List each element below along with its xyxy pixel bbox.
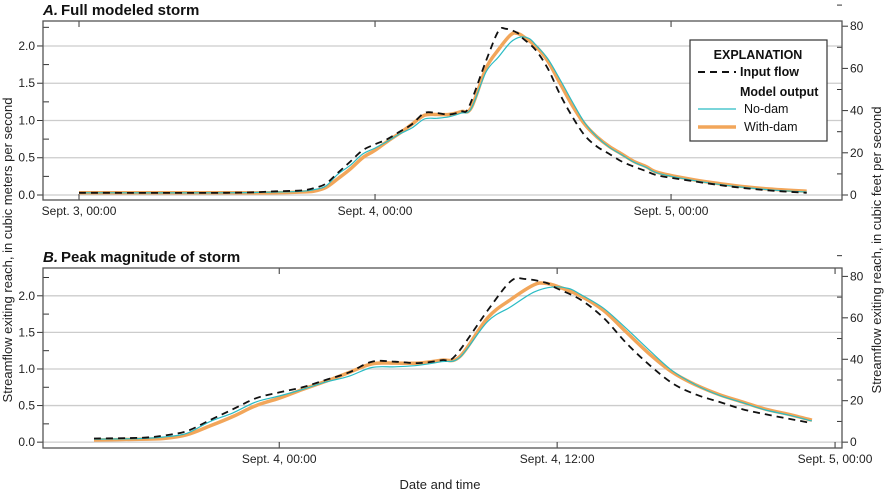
series-line-nodam [78, 36, 807, 194]
x-tick-label: Sept. 5, 00:00 [634, 204, 709, 218]
legend-group-label: Model output [740, 85, 819, 99]
legend-title: EXPLANATION [714, 48, 803, 62]
panel-letter: A. [42, 2, 58, 19]
y-tick-label: 0.0 [18, 188, 35, 202]
panel-title: B. Peak magnitude of storm [43, 249, 240, 266]
panel-b: B. Peak magnitude of storm 0.0 0.5 1.0 1.5 2.0… [18, 249, 872, 466]
x-tick-label: Sept. 4, 12:00 [520, 452, 595, 466]
x-tick-label: Sept. 4, 00:00 [242, 452, 317, 466]
y-tick-label: 2.0 [18, 289, 35, 303]
panel-title: A. Full modeled storm [42, 2, 199, 19]
plot-frame [42, 20, 843, 201]
panel-title-text: Peak magnitude of storm [61, 249, 240, 266]
y-axis-label-left: Streamflow exiting reach, in cubic meter… [0, 98, 15, 403]
y-tick-label: 1.5 [18, 76, 35, 90]
x-tick-label: Sept. 3, 00:00 [42, 204, 117, 218]
legend-input-label: Input flow [740, 65, 799, 79]
y-right-tick-label: 80 [850, 269, 864, 283]
plot-frame [42, 267, 843, 449]
legend: EXPLANATION Input flow Model output No-d… [689, 39, 828, 142]
y-tick-label: 0.5 [18, 399, 35, 413]
y-tick-label: 1.0 [18, 113, 35, 127]
x-axis-label: Date and time [400, 477, 481, 492]
x-tick-label: Sept. 4, 00:00 [338, 204, 413, 218]
y-tick-label: 1.0 [18, 362, 35, 376]
x-tick-label: Sept. 5, 00:00 [798, 452, 873, 466]
panel-letter: B. [43, 249, 58, 266]
series-line-nodam [93, 286, 813, 440]
y-right-tick-label: 0 [850, 435, 857, 449]
y-tick-label: 0.5 [18, 151, 35, 165]
y-tick-label: 0.0 [18, 435, 35, 449]
y-tick-label: 1.5 [18, 325, 35, 339]
y-right-tick-label: 80 [850, 19, 864, 33]
y-right-tick-label: 20 [850, 146, 864, 160]
y-right-tick-label: 20 [850, 394, 864, 408]
legend-nodam-label: No-dam [744, 102, 788, 116]
y-right-tick-label: 0 [850, 188, 857, 202]
panel-title-text: Full modeled storm [61, 2, 199, 19]
y-axis-label-right: Streamflow exiting reach, in cubic feet … [869, 107, 884, 394]
series-line-input [78, 26, 807, 194]
y-tick-label: 2.0 [18, 39, 35, 53]
y-right-tick-label: 60 [850, 61, 864, 75]
y-right-tick-label: 60 [850, 311, 864, 325]
legend-withdam-label: With-dam [744, 120, 797, 134]
y-right-tick-label: 40 [850, 352, 864, 366]
y-right-tick-label: 40 [850, 104, 864, 118]
series-line-input [93, 277, 813, 440]
